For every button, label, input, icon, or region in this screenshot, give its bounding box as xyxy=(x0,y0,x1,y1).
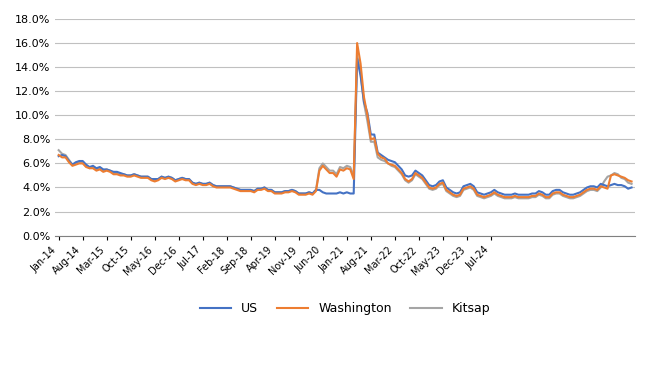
US xyxy=(384,158,392,162)
Kitsap xyxy=(353,53,361,57)
US xyxy=(628,185,636,190)
Washington xyxy=(220,185,228,190)
Washington xyxy=(250,190,258,195)
Kitsap xyxy=(158,174,166,179)
Washington xyxy=(353,41,361,45)
US xyxy=(250,189,258,193)
Kitsap xyxy=(384,161,392,166)
Kitsap xyxy=(220,184,228,189)
US xyxy=(395,163,402,168)
Kitsap xyxy=(628,181,636,186)
Washington xyxy=(518,195,526,199)
Line: US: US xyxy=(58,59,632,195)
Washington xyxy=(480,195,488,199)
Washington xyxy=(55,152,62,157)
Washington xyxy=(628,179,636,184)
Washington xyxy=(158,176,166,180)
Legend: US, Washington, Kitsap: US, Washington, Kitsap xyxy=(195,297,495,320)
Kitsap xyxy=(250,189,258,193)
Washington xyxy=(384,161,392,166)
US xyxy=(158,174,166,179)
Kitsap xyxy=(395,168,402,173)
US xyxy=(55,154,62,159)
Kitsap xyxy=(480,196,488,201)
Line: Washington: Washington xyxy=(58,43,632,197)
Line: Kitsap: Kitsap xyxy=(58,55,632,199)
Kitsap xyxy=(55,148,62,152)
US xyxy=(518,192,526,197)
Kitsap xyxy=(518,196,526,201)
Washington xyxy=(395,167,402,172)
US xyxy=(220,184,228,189)
US xyxy=(353,57,361,61)
US xyxy=(480,192,488,197)
